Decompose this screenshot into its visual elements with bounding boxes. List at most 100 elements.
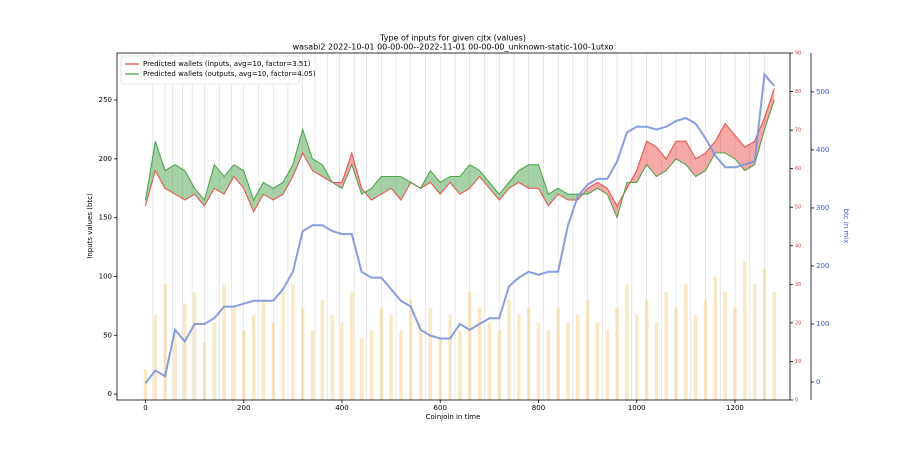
y-tick-label: 0 bbox=[108, 390, 112, 398]
fill-between bbox=[558, 188, 568, 201]
bar bbox=[615, 307, 619, 400]
y3-tick-label: 500 bbox=[816, 88, 829, 96]
fill-between bbox=[528, 164, 539, 189]
fill-between bbox=[243, 170, 254, 212]
bar bbox=[772, 292, 776, 400]
y-tick-label: 100 bbox=[99, 272, 112, 280]
bar bbox=[526, 307, 531, 400]
fill-between bbox=[469, 164, 480, 189]
bar bbox=[693, 315, 698, 400]
x-tick-label: 800 bbox=[532, 404, 545, 412]
chart-title: Type of inputs for given cjtx (values) bbox=[379, 34, 526, 43]
fill-between bbox=[184, 170, 195, 201]
fill-between bbox=[499, 182, 510, 201]
y-tick-label: 200 bbox=[99, 155, 112, 163]
y-tick-label: 250 bbox=[99, 96, 112, 104]
bar bbox=[605, 330, 609, 400]
bar bbox=[202, 342, 207, 400]
bar bbox=[733, 307, 737, 400]
bar bbox=[556, 307, 560, 400]
fill-between bbox=[705, 141, 716, 171]
fill-between bbox=[607, 188, 618, 218]
bar bbox=[635, 315, 639, 400]
bar bbox=[762, 268, 767, 400]
x-tick-label: 200 bbox=[237, 404, 250, 412]
y3-axis-label: btc in mix bbox=[842, 209, 850, 244]
fill-between bbox=[371, 176, 382, 201]
y-tick-label: 150 bbox=[99, 214, 112, 222]
legend-box bbox=[120, 55, 300, 85]
bar bbox=[271, 322, 275, 400]
fill-between bbox=[518, 164, 529, 189]
bar bbox=[546, 330, 551, 400]
bar bbox=[222, 284, 226, 400]
line bbox=[144, 99, 775, 220]
plot-frame bbox=[116, 52, 791, 401]
legend-label: Predicted wallets (outputs, avg=10, fact… bbox=[143, 70, 316, 78]
bar bbox=[183, 303, 187, 400]
fill-between bbox=[361, 188, 372, 201]
bar bbox=[330, 315, 334, 400]
fill-between bbox=[764, 88, 775, 130]
bar bbox=[261, 299, 266, 400]
fill-between bbox=[430, 170, 441, 195]
bar bbox=[654, 322, 659, 400]
fill-between bbox=[656, 147, 667, 177]
bar bbox=[566, 322, 570, 400]
bar bbox=[320, 299, 325, 400]
fill-between bbox=[567, 194, 578, 201]
x-tick-label: 0 bbox=[143, 404, 147, 412]
fill-between bbox=[224, 164, 234, 195]
fill-between bbox=[715, 123, 726, 153]
bar bbox=[291, 284, 295, 400]
bar bbox=[153, 315, 158, 400]
legend-label: Predicted wallets (inputs, avg=10, facto… bbox=[143, 60, 311, 68]
y2-tick-label: 30 bbox=[795, 282, 801, 288]
x-tick-label: 600 bbox=[434, 404, 447, 412]
bar bbox=[644, 299, 649, 400]
fill-between bbox=[253, 182, 264, 212]
x-tick-label: 1200 bbox=[726, 404, 744, 412]
chart-subtitle: wasabi2 2022-10-01 00-00-00--2022-11-01 … bbox=[293, 43, 614, 52]
y2-tick-label: 40 bbox=[795, 243, 801, 249]
fill-between bbox=[754, 117, 765, 165]
fill-between bbox=[459, 164, 470, 195]
fill-between bbox=[636, 141, 647, 183]
bar bbox=[477, 307, 482, 400]
bar bbox=[300, 307, 305, 400]
fill-between bbox=[214, 164, 225, 195]
fill-between bbox=[695, 152, 706, 177]
bar bbox=[212, 322, 216, 400]
bar bbox=[517, 315, 521, 400]
bar bbox=[625, 284, 629, 400]
bar bbox=[389, 315, 393, 400]
y2-tick-label: 80 bbox=[795, 89, 801, 95]
bar bbox=[723, 292, 727, 400]
bar bbox=[497, 330, 501, 400]
bar bbox=[173, 330, 177, 400]
y2-tick-label: 50 bbox=[795, 205, 801, 211]
fill-between bbox=[479, 170, 490, 189]
bar bbox=[418, 322, 423, 400]
line bbox=[144, 88, 775, 214]
bar bbox=[684, 284, 688, 400]
bar bbox=[428, 307, 433, 400]
bar bbox=[743, 261, 747, 400]
y3-tick-label: 0 bbox=[816, 378, 820, 386]
bar bbox=[310, 330, 315, 400]
bar bbox=[507, 299, 511, 400]
y2-tick-label: 60 bbox=[795, 166, 801, 172]
fill-between bbox=[489, 182, 500, 201]
bar bbox=[163, 284, 167, 400]
bar bbox=[576, 315, 580, 400]
line bbox=[144, 72, 776, 384]
fill-between bbox=[174, 164, 185, 201]
fill-between bbox=[450, 176, 460, 195]
bar bbox=[399, 330, 403, 400]
bar bbox=[595, 322, 600, 400]
y3-tick-label: 400 bbox=[816, 146, 829, 154]
y2-tick-label: 0 bbox=[795, 398, 798, 404]
fill-between bbox=[292, 129, 303, 177]
bar bbox=[359, 338, 364, 400]
fill-between bbox=[509, 170, 519, 189]
